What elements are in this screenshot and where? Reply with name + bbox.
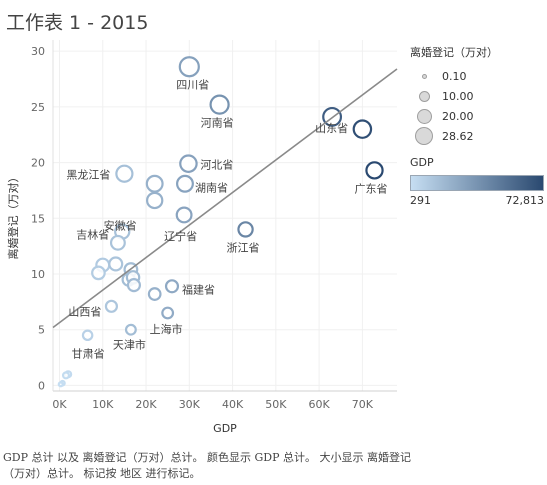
size-legend: 离婚登记（万对） 0.10 10.00 20.00 28.62 — [410, 44, 545, 146]
data-point — [57, 381, 64, 388]
y-tick-label: 10 — [31, 268, 45, 281]
point-label: 安徽省 — [104, 218, 137, 232]
y-tick-label: 0 — [38, 379, 45, 392]
y-tick-label: 25 — [31, 101, 45, 114]
point-label: 河南省 — [201, 117, 234, 130]
y-axis-title: 离婚登记（万对） — [6, 172, 20, 260]
point-label: 福建省 — [182, 282, 215, 296]
point-label: 山西省 — [68, 305, 101, 318]
color-legend-max: 72,813 — [505, 194, 545, 207]
data-point — [145, 174, 164, 193]
size-legend-value: 0.10 — [442, 69, 467, 83]
data-point — [179, 154, 198, 173]
color-legend: GDP 291 72,813 — [410, 156, 545, 207]
data-point — [178, 56, 200, 78]
data-point — [108, 256, 124, 272]
size-legend-title: 离婚登记（万对） — [410, 46, 498, 59]
point-label: 湖南省 — [195, 182, 228, 195]
point-label: 山东省 — [315, 122, 348, 135]
size-legend-item: 28.62 — [410, 126, 545, 146]
size-legend-value: 28.62 — [442, 129, 474, 143]
data-point — [81, 329, 94, 342]
data-point — [126, 278, 142, 293]
x-tick-label: 40K — [222, 398, 244, 411]
y-tick-label: 20 — [31, 157, 45, 170]
data-point — [115, 164, 134, 183]
data-point — [124, 323, 137, 336]
data-point — [164, 279, 180, 294]
point-label: 河北省 — [200, 159, 233, 172]
y-tick-label: 30 — [31, 45, 45, 58]
point-label: 甘肃省 — [72, 347, 105, 360]
data-point — [147, 287, 162, 301]
point-label: 四川省 — [176, 79, 209, 92]
size-legend-item: 20.00 — [410, 106, 545, 126]
data-point — [109, 234, 126, 251]
y-tick-label: 5 — [38, 324, 45, 337]
x-tick-label: 10K — [92, 398, 114, 411]
trend-line — [52, 68, 398, 329]
color-legend-min: 291 — [410, 194, 431, 207]
data-point — [91, 265, 106, 281]
point-label: 浙江省 — [227, 241, 260, 254]
data-point — [145, 191, 164, 210]
x-axis-title: GDP — [213, 422, 237, 435]
data-point — [161, 306, 175, 320]
data-point — [176, 174, 194, 193]
point-label: 上海市 — [150, 322, 183, 336]
y-tick-label: 15 — [31, 212, 45, 225]
sheet-title: 工作表 1 - 2015 — [6, 12, 149, 34]
data-point — [352, 119, 373, 139]
data-point — [61, 371, 70, 380]
x-tick-label: 70K — [352, 398, 374, 411]
x-tick-label: 30K — [179, 398, 201, 411]
data-point — [104, 299, 118, 313]
size-swatch-icon — [421, 73, 427, 79]
size-swatch-icon — [415, 127, 433, 145]
size-legend-item: 0.10 — [410, 66, 545, 86]
point-label: 天津市 — [113, 338, 146, 352]
data-point — [237, 221, 254, 238]
size-legend-value: 10.00 — [442, 89, 474, 103]
data-point — [175, 206, 193, 224]
data-point — [209, 94, 230, 115]
x-tick-label: 20K — [135, 398, 157, 411]
point-label: 广东省 — [354, 182, 387, 195]
color-legend-title: GDP — [410, 156, 434, 169]
color-gradient-bar — [410, 175, 544, 191]
size-legend-item: 10.00 — [410, 86, 545, 106]
point-label: 吉林省 — [76, 228, 109, 242]
x-tick-label: 0K — [52, 398, 67, 411]
data-point — [365, 161, 384, 180]
point-label: 辽宁省 — [164, 229, 197, 243]
x-tick-label: 60K — [309, 398, 331, 411]
point-label: 黑龙江省 — [66, 169, 110, 182]
size-legend-value: 20.00 — [442, 109, 474, 123]
size-swatch-icon — [416, 108, 432, 124]
size-swatch-icon — [418, 90, 430, 102]
scatter-chart: 0K 10K 20K 30K 40K 50K 60K 70K 0 5 10 15 20 25 30 GDP 离婚… — [6, 40, 398, 435]
chart-caption: GDP 总计 以及 离婚登记（万对）总计。 颜色显示 GDP 总计。 大小显示 … — [3, 451, 411, 480]
x-tick-label: 50K — [265, 398, 287, 411]
